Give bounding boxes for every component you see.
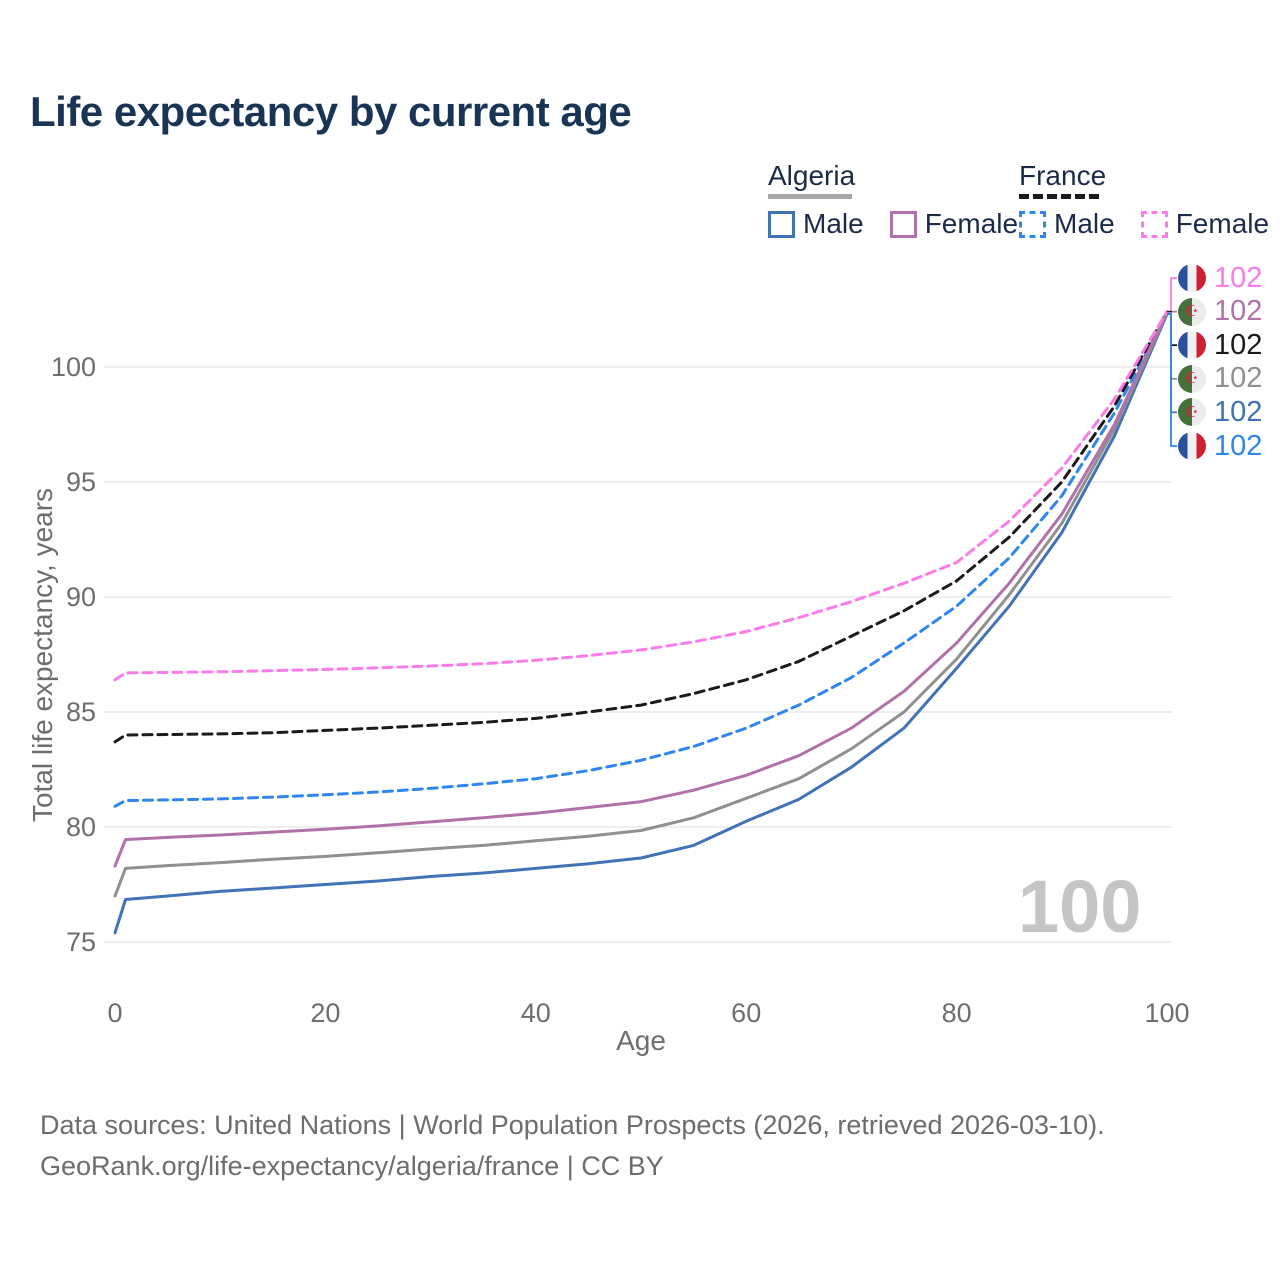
legend-country-france[interactable]: France <box>1019 160 1107 191</box>
y-tick-label: 75 <box>66 927 96 957</box>
footer: Data sources: United Nations | World Pop… <box>40 1105 1105 1187</box>
algeria-female-swatch-icon <box>889 210 917 238</box>
data-sources-line: Data sources: United Nations | World Pop… <box>40 1110 1105 1140</box>
leader-line <box>1167 310 1177 347</box>
y-tick-label: 100 <box>51 352 96 382</box>
algeria-male-swatch-icon <box>768 210 795 238</box>
x-tick-label: 0 <box>107 998 122 1028</box>
legend-item-france-female[interactable]: Female <box>1140 208 1270 240</box>
series-line-algeria-both[interactable] <box>113 311 1169 898</box>
legend-line-sample-dashed <box>1019 194 1099 199</box>
x-tick-label: 40 <box>521 998 551 1028</box>
series-line-france-female[interactable] <box>113 310 1169 682</box>
legend-group-algeria: Algeria Male Female <box>768 161 1018 240</box>
y-tick-label: 95 <box>66 467 96 497</box>
legend-item-france-male[interactable]: Male <box>1019 208 1115 240</box>
y-axis-title: Total life expectancy, years <box>27 488 58 822</box>
legend-group-france: France Male Female <box>1019 161 1269 240</box>
y-tick-label: 90 <box>66 582 96 612</box>
x-tick-label: 60 <box>731 998 761 1028</box>
france-male-swatch-icon <box>1019 210 1046 238</box>
age-counter-watermark: 100 <box>1018 865 1142 948</box>
y-tick-label: 85 <box>66 697 96 727</box>
page-title: Life expectancy by current age <box>30 88 632 135</box>
series-line-france-both[interactable] <box>113 310 1169 744</box>
series-line-algeria-female[interactable] <box>113 310 1169 868</box>
legend-line-sample-solid <box>768 194 852 199</box>
leader-line <box>1167 313 1177 414</box>
series-line-algeria-male[interactable] <box>113 312 1169 935</box>
legend-item-algeria-male[interactable]: Male <box>768 208 864 240</box>
x-axis-title: Age <box>616 1025 666 1056</box>
legend-country-algeria[interactable]: Algeria <box>768 160 856 191</box>
attribution-line: GeoRank.org/life-expectancy/algeria/fran… <box>40 1151 664 1181</box>
leader-line <box>1167 277 1177 313</box>
series-line-france-male[interactable] <box>113 312 1169 808</box>
legend-label: Female <box>924 208 1019 239</box>
legend-item-algeria-female[interactable]: Female <box>889 208 1019 240</box>
x-tick-label: 100 <box>1144 998 1189 1028</box>
legend-label: Male <box>803 208 864 239</box>
x-tick-label: 80 <box>942 998 972 1028</box>
x-tick-label: 20 <box>310 998 340 1028</box>
y-tick-label: 80 <box>66 812 96 842</box>
france-female-swatch-icon <box>1140 210 1168 238</box>
legend-label: Male <box>1054 208 1115 239</box>
leader-line <box>1167 313 1177 447</box>
legend-label: Female <box>1175 208 1270 239</box>
